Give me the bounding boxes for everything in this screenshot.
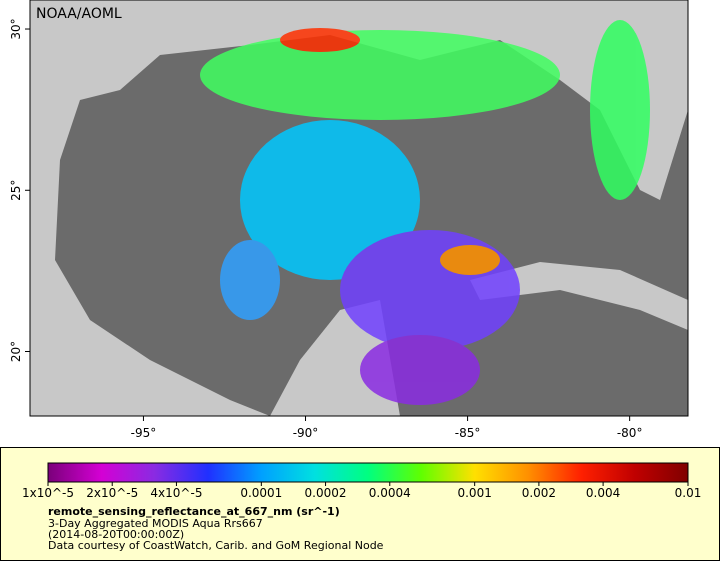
colorbar-tick-label: 0.0004 [369, 486, 411, 500]
colorbar-tick-label: 0.004 [586, 486, 620, 500]
y-tick-label: 25° [9, 180, 23, 201]
colorbar-tick-label: 0.002 [522, 486, 556, 500]
x-tick-label: -80° [617, 426, 643, 440]
map: NOAA/AOML [29, 0, 689, 417]
x-tick-label: -95° [131, 426, 157, 440]
colorbar-tick-label: 1x10^-5 [22, 486, 74, 500]
colorbar [47, 462, 689, 483]
colorbar-tick-label: 0.001 [457, 486, 491, 500]
colorbar-tick-label: 0.0002 [305, 486, 347, 500]
info-line: 3-Day Aggregated MODIS Aqua Rrs667 [48, 517, 263, 530]
colorbar-tick-label: 0.0001 [240, 486, 282, 500]
credit: NOAA/AOML [36, 6, 122, 22]
cuba [470, 262, 688, 330]
colorbar-tick-label: 0.01 [675, 486, 702, 500]
x-tick-label: -85° [455, 426, 481, 440]
colorbar-title: remote_sensing_reflectance_at_667_nm (sr… [48, 505, 340, 518]
map-frame [29, 0, 689, 417]
data-overlay [200, 20, 650, 405]
y-tick-label: 30° [9, 18, 23, 39]
info-line: Data courtesy of CoastWatch, Carib. and … [48, 539, 384, 552]
colorbar-tick-label: 4x10^-5 [150, 486, 202, 500]
y-tick-label: 20° [9, 341, 23, 362]
x-tick-label: -90° [293, 426, 319, 440]
colorbar-tick-label: 2x10^-5 [86, 486, 138, 500]
info-line: (2014-08-20T00:00:00Z) [48, 528, 184, 541]
